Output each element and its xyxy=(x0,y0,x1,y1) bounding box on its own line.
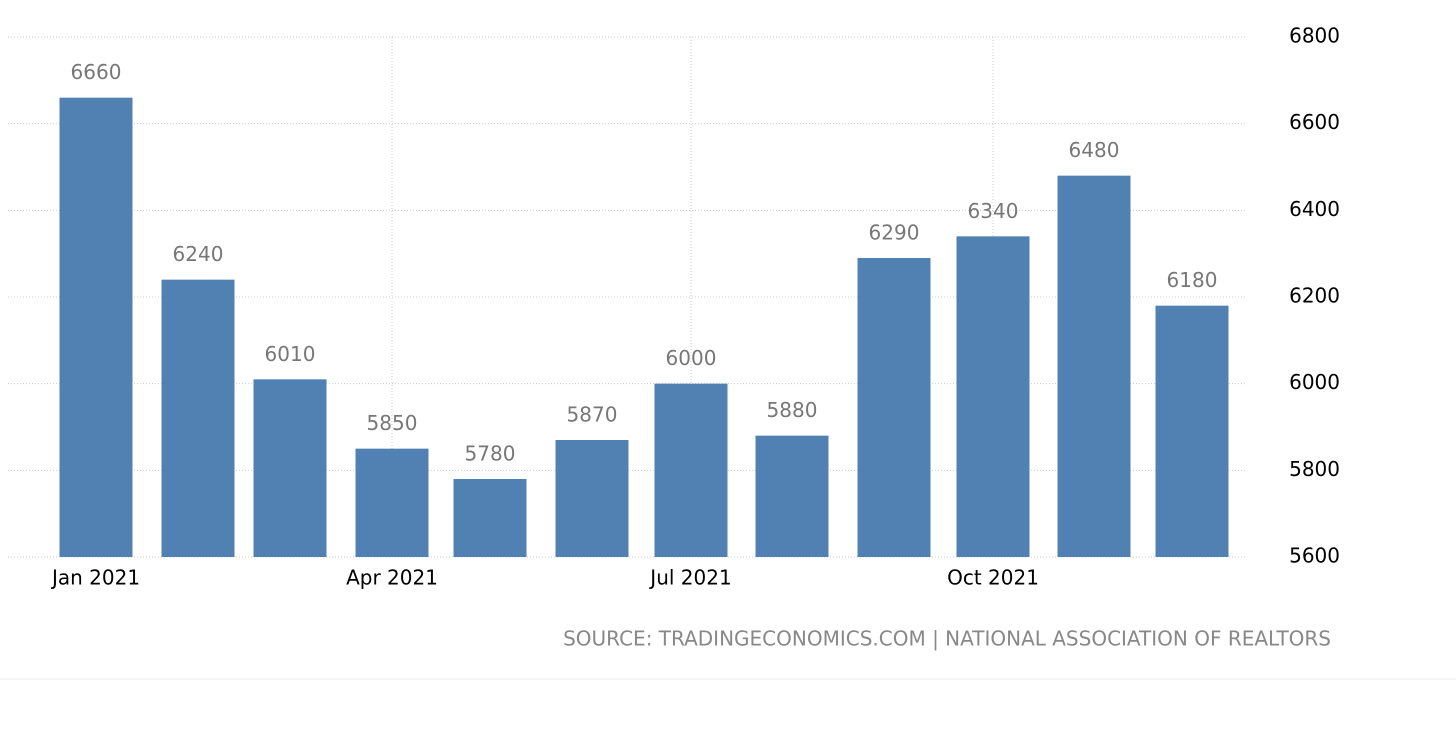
bar xyxy=(956,236,1030,558)
bar xyxy=(59,97,133,558)
data-label: 5850 xyxy=(367,411,418,435)
data-label: 5870 xyxy=(567,403,618,427)
y-tick-label: 6000 xyxy=(1289,370,1340,394)
bar xyxy=(355,448,429,557)
data-label: 5880 xyxy=(767,398,818,422)
data-label: 5780 xyxy=(465,442,516,466)
bar xyxy=(161,279,235,557)
x-tick-label: Apr 2021 xyxy=(346,566,438,590)
data-label: 6290 xyxy=(869,221,920,245)
bar xyxy=(253,379,327,557)
bar xyxy=(1057,175,1131,557)
bar xyxy=(755,435,829,557)
bar xyxy=(857,258,931,557)
bar xyxy=(1155,305,1229,557)
y-tick-label: 5600 xyxy=(1289,544,1340,568)
source-note: SOURCE: TRADINGECONOMICS.COM | NATIONAL … xyxy=(563,627,1331,651)
bar xyxy=(654,383,728,557)
y-tick-label: 5800 xyxy=(1289,457,1340,481)
x-tick-label: Oct 2021 xyxy=(947,566,1039,590)
x-tick-label: Jul 2021 xyxy=(648,566,731,590)
data-label: 6240 xyxy=(173,242,224,266)
data-label: 6000 xyxy=(666,346,717,370)
data-label: 6010 xyxy=(265,342,316,366)
x-tick-label: Jan 2021 xyxy=(50,566,140,590)
data-label: 6480 xyxy=(1069,138,1120,162)
bar xyxy=(453,479,527,557)
y-tick-label: 6200 xyxy=(1289,284,1340,308)
data-label: 6340 xyxy=(968,199,1019,223)
y-tick-label: 6400 xyxy=(1289,197,1340,221)
y-tick-label: 6800 xyxy=(1289,24,1340,48)
data-label: 6180 xyxy=(1167,268,1218,292)
y-tick-label: 6600 xyxy=(1289,110,1340,134)
data-label: 6660 xyxy=(71,60,122,84)
bar xyxy=(555,440,629,557)
